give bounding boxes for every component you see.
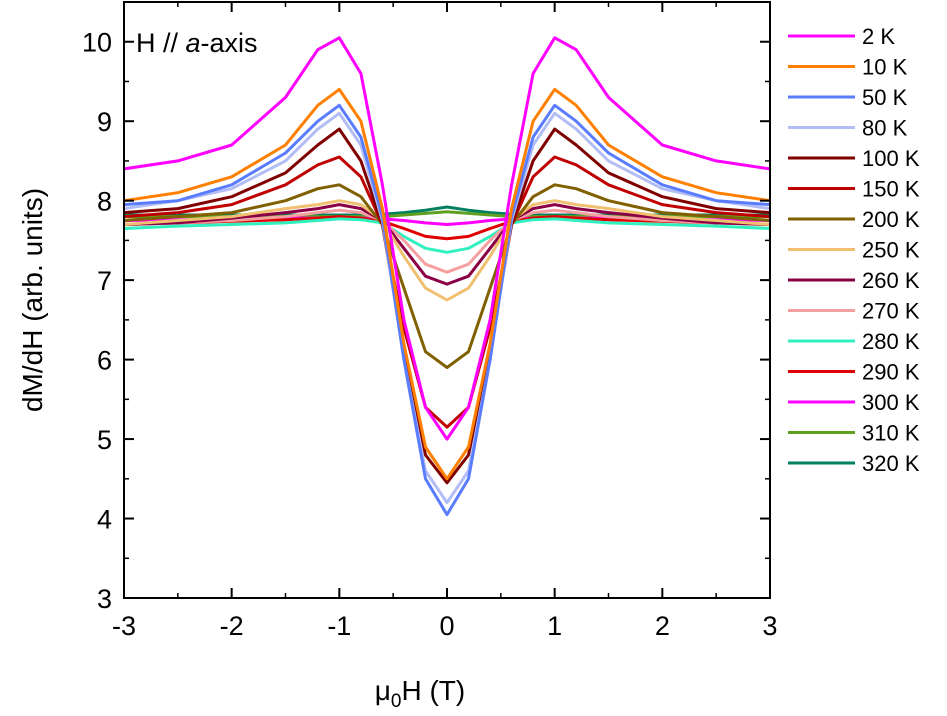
- series-line-3: [124, 103, 770, 517]
- legend-label: 100 K: [862, 146, 920, 171]
- series-line-7: [124, 183, 770, 369]
- y-axis-label: dM/dH (arb. units): [17, 188, 48, 412]
- x-tick-label: 3: [762, 611, 777, 641]
- y-tick-label: 10: [82, 28, 112, 58]
- y-tick-label: 8: [97, 187, 112, 217]
- y-tick-label: 6: [97, 346, 112, 376]
- x-tick-label: 1: [547, 611, 562, 641]
- y-tick-label: 9: [97, 107, 112, 137]
- series-line-8: [124, 199, 770, 302]
- series-line-6: [124, 155, 770, 429]
- x-tick-label: -3: [112, 611, 136, 641]
- legend-label: 2 K: [862, 24, 895, 49]
- series-line-5: [124, 127, 770, 485]
- ticks-layer: [123, 1, 771, 599]
- y-tick-label: 3: [97, 584, 112, 614]
- legend-label: 260 K: [862, 268, 920, 293]
- legend-label: 150 K: [862, 177, 920, 202]
- series-line-11: [124, 217, 770, 254]
- legend: 2 K 10 K 50 K 80 K 100 K 150 K 200 K 250 K 260 K…: [788, 24, 920, 476]
- plot-annotation: H // a-axis: [136, 28, 258, 58]
- series-line-2: [124, 87, 770, 481]
- legend-label: 290 K: [862, 360, 920, 385]
- legend-label: 300 K: [862, 390, 920, 415]
- series-layer: [124, 36, 770, 517]
- x-tick-label: 2: [655, 611, 670, 641]
- legend-label: 280 K: [862, 329, 920, 354]
- series-line-9: [124, 203, 770, 286]
- legend-label: 310 K: [862, 421, 920, 446]
- legend-label: 10 K: [862, 55, 908, 80]
- series-line-10: [124, 208, 770, 274]
- legend-label: 270 K: [862, 299, 920, 324]
- legend-label: 200 K: [862, 207, 920, 232]
- legend-label: 320 K: [862, 451, 920, 476]
- y-tick-label: 4: [97, 505, 112, 535]
- tick-labels-layer: -3 -2 -1 0 1 2 3 3 4 5 6 7 8 9 10: [82, 28, 778, 641]
- x-tick-label: 0: [439, 611, 454, 641]
- y-tick-label: 5: [97, 425, 112, 455]
- series-line-12: [124, 215, 770, 241]
- x-axis-label: μ0H (T): [375, 675, 465, 712]
- legend-label: 250 K: [862, 238, 920, 263]
- x-tick-label: -1: [327, 611, 351, 641]
- x-tick-label: -2: [220, 611, 244, 641]
- series-line-4: [124, 111, 770, 505]
- legend-label: 50 K: [862, 85, 908, 110]
- series-line-1: [124, 36, 770, 441]
- y-tick-label: 7: [97, 266, 112, 296]
- legend-label: 80 K: [862, 116, 908, 141]
